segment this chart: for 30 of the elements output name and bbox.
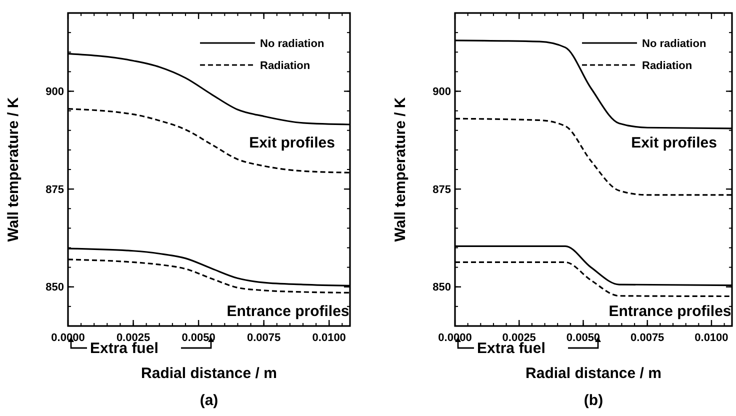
y-axis-title: Wall temperature / K <box>392 97 409 242</box>
y-tick-label: 850 <box>46 282 64 294</box>
y-axis-title: Wall temperature / K <box>5 97 22 242</box>
x-tick-label: 0.0075 <box>247 332 281 344</box>
annotation: Entrance profiles <box>226 303 350 320</box>
text: (b) <box>584 392 604 409</box>
text: Extra fuel <box>90 340 158 357</box>
legend-label: No radiation <box>260 38 324 50</box>
x-tick-label: 0.0000 <box>51 332 85 344</box>
text: Extra fuel <box>477 340 546 357</box>
annotation: Entrance profiles <box>608 303 732 320</box>
x-axis-title: Radial distance / m <box>141 365 277 382</box>
annotation: Exit profiles <box>249 134 335 152</box>
legend-label: Radiation <box>642 60 692 72</box>
y-tick-label: 875 <box>432 184 451 196</box>
legend-label: Radiation <box>260 60 310 72</box>
legend-label: No radiation <box>642 38 706 50</box>
x-tick-label: 0.0050 <box>182 332 216 344</box>
y-tick-label: 900 <box>432 86 451 98</box>
x-tick-label: 0.0100 <box>312 332 346 344</box>
y-tick-label: 900 <box>46 86 64 98</box>
x-tick-label: 0.0000 <box>438 332 472 344</box>
x-tick-label: 0.0050 <box>566 332 600 344</box>
annotation: Exit profiles <box>631 134 717 152</box>
x-tick-label: 0.0075 <box>630 332 664 344</box>
y-tick-label: 875 <box>46 184 64 196</box>
text: (a) <box>200 392 218 409</box>
x-axis-title: Radial distance / m <box>526 365 662 382</box>
y-tick-label: 850 <box>432 282 451 294</box>
x-tick-label: 0.0100 <box>694 332 728 344</box>
